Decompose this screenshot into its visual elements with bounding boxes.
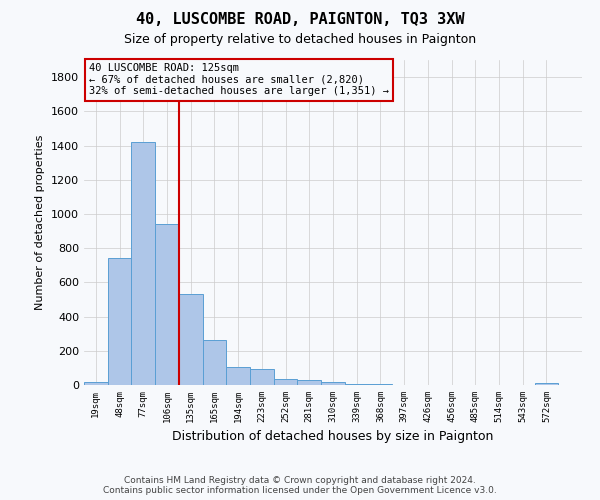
Bar	[131, 142, 155, 385]
Bar	[345, 384, 368, 385]
Bar	[226, 367, 250, 385]
Text: 40 LUSCOMBE ROAD: 125sqm
← 67% of detached houses are smaller (2,820)
32% of sem: 40 LUSCOMBE ROAD: 125sqm ← 67% of detach…	[89, 63, 389, 96]
Bar	[368, 384, 392, 385]
Text: Contains HM Land Registry data © Crown copyright and database right 2024.
Contai: Contains HM Land Registry data © Crown c…	[103, 476, 497, 495]
Bar	[155, 224, 179, 385]
Bar	[179, 294, 203, 385]
Bar	[108, 258, 131, 385]
Bar	[274, 378, 298, 385]
Bar	[298, 380, 321, 385]
Bar	[203, 340, 226, 385]
Bar	[250, 369, 274, 385]
Bar	[535, 383, 558, 385]
X-axis label: Distribution of detached houses by size in Paignton: Distribution of detached houses by size …	[172, 430, 494, 444]
Bar	[321, 382, 345, 385]
Text: Size of property relative to detached houses in Paignton: Size of property relative to detached ho…	[124, 32, 476, 46]
Text: 40, LUSCOMBE ROAD, PAIGNTON, TQ3 3XW: 40, LUSCOMBE ROAD, PAIGNTON, TQ3 3XW	[136, 12, 464, 28]
Y-axis label: Number of detached properties: Number of detached properties	[35, 135, 46, 310]
Bar	[84, 382, 108, 385]
